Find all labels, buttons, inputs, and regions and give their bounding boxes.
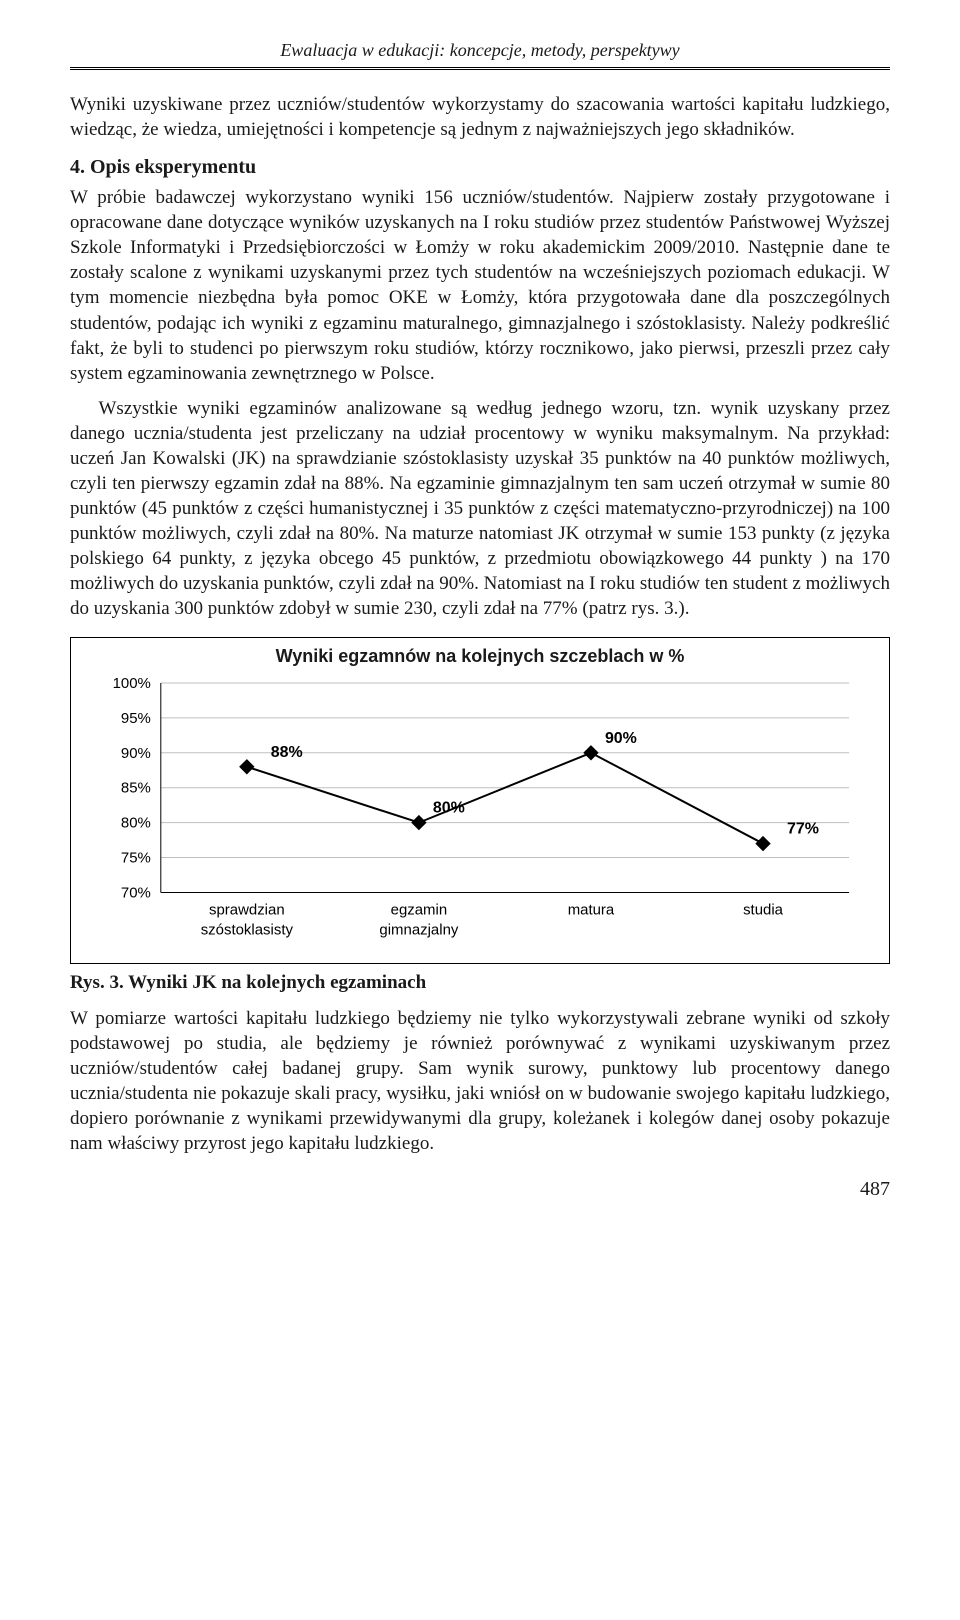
svg-text:studia: studia bbox=[743, 902, 784, 919]
figure-caption: Rys. 3. Wyniki JK na kolejnych egzaminac… bbox=[70, 972, 890, 994]
line-chart: 70% 75% 80% 85% 90% 95% 100% 88% 80% 90% 77% sprawd… bbox=[81, 673, 879, 952]
paragraph-2: W próbie badawczej wykorzystano wyniki 1… bbox=[70, 185, 890, 386]
svg-text:77%: 77% bbox=[787, 821, 819, 838]
svg-text:90%: 90% bbox=[605, 730, 637, 747]
svg-text:80%: 80% bbox=[121, 815, 151, 832]
svg-text:egzamin: egzamin bbox=[391, 902, 448, 919]
svg-text:sprawdzian: sprawdzian bbox=[209, 902, 285, 919]
svg-text:90%: 90% bbox=[121, 745, 151, 762]
svg-text:100%: 100% bbox=[113, 675, 151, 692]
svg-text:matura: matura bbox=[568, 902, 615, 919]
chart-container: Wyniki egzamnów na kolejnych szczeblach … bbox=[70, 637, 890, 963]
running-head: Ewaluacja w edukacji: koncepcje, metody,… bbox=[70, 40, 890, 70]
chart-title: Wyniki egzamnów na kolejnych szczeblach … bbox=[81, 646, 879, 667]
svg-text:75%: 75% bbox=[121, 850, 151, 867]
svg-text:88%: 88% bbox=[271, 744, 303, 761]
svg-text:70%: 70% bbox=[121, 885, 151, 902]
svg-text:85%: 85% bbox=[121, 780, 151, 797]
svg-text:80%: 80% bbox=[433, 800, 465, 817]
paragraph-4: W pomiarze wartości kapitału ludzkiego b… bbox=[70, 1006, 890, 1156]
section-heading-4: 4. Opis eksperymentu bbox=[70, 156, 890, 179]
svg-text:95%: 95% bbox=[121, 710, 151, 727]
paragraph-1: Wyniki uzyskiwane przez uczniów/studentó… bbox=[70, 92, 890, 142]
svg-text:szóstoklasisty: szóstoklasisty bbox=[201, 922, 294, 939]
svg-text:gimnazjalny: gimnazjalny bbox=[379, 922, 458, 939]
paragraph-3: Wszystkie wyniki egzaminów analizowane s… bbox=[70, 396, 890, 622]
page-number: 487 bbox=[70, 1178, 890, 1201]
